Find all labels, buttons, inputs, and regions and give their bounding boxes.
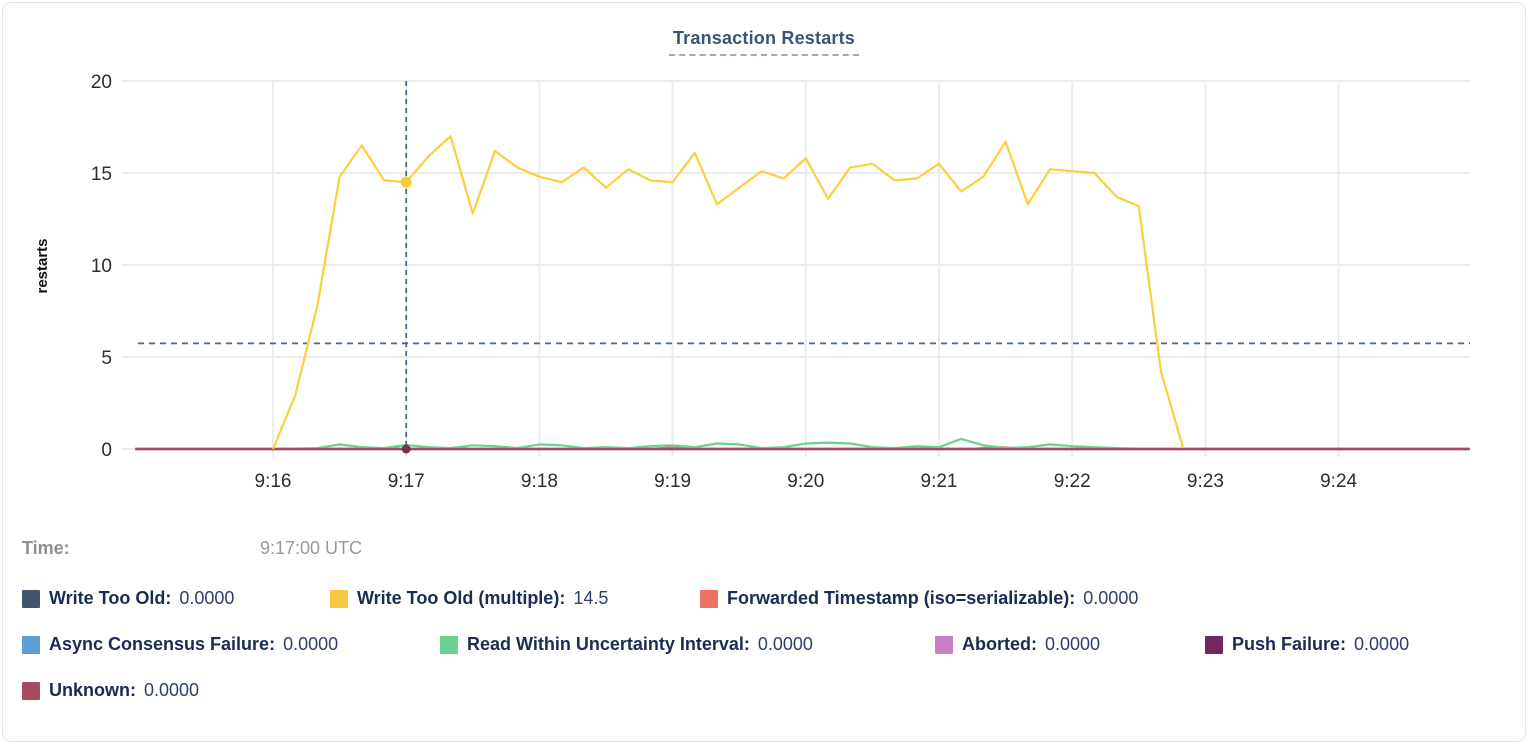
legend-value: 14.5 [573,588,609,608]
transaction-restarts-chart[interactable]: 0 5 10 15 20 9:16 9:17 9:18 9:19 9:20 9:21 9:22 9:23… [0,0,1528,520]
chart-title[interactable]: Transaction Restarts [668,28,860,56]
legend-row: Write Too Old: 0.0000 Write Too Old (mul… [22,588,1518,609]
legend-row: Unknown: 0.0000 [22,680,1518,701]
legend-value: 0.0000 [144,680,200,700]
legend-item-push-failure[interactable]: Push Failure: 0.0000 [1205,634,1409,655]
legend-label: Write Too Old: [49,588,172,608]
y-tick-label: 10 [91,256,112,277]
x-tick-label: 9:23 [1187,471,1224,492]
legend-label: Unknown: [49,680,136,700]
legend-row: Async Consensus Failure: 0.0000 Read Wit… [22,634,1518,655]
y-axis-label: restarts [34,238,51,293]
legend-value: 0.0000 [1045,634,1101,654]
legend-value: 0.0000 [179,588,235,608]
x-tick-label: 9:20 [787,471,824,492]
legend-swatch-write-too-old [22,589,40,608]
y-tick-label: 15 [91,164,112,185]
hover-time-label: Time: [22,538,70,558]
x-tick-label: 9:19 [654,471,691,492]
legend-label: Async Consensus Failure: [49,634,276,654]
x-tick-label: 9:18 [521,471,558,492]
chart-title-wrap: Transaction Restarts [0,28,1528,56]
legend-item-async-consensus-failure[interactable]: Async Consensus Failure: 0.0000 [22,634,440,655]
x-tick-label: 9:16 [255,471,292,492]
x-tick-label: 9:24 [1320,471,1357,492]
series-write_too_old_multiple [271,135,1185,450]
hover-time-row: Time: 9:17:00 UTC [0,538,1528,562]
legend-swatch-write-too-old-multiple [330,589,348,608]
legend-label: Read Within Uncertainty Interval: [467,634,750,654]
x-tick-label: 9:22 [1054,471,1091,492]
chart-legend: Write Too Old: 0.0000 Write Too Old (mul… [22,588,1518,726]
legend-swatch-aborted [935,635,953,654]
legend-swatch-async-consensus-failure [22,635,40,654]
legend-item-write-too-old-multiple[interactable]: Write Too Old (multiple): 14.5 [330,588,700,609]
legend-value: 0.0000 [757,634,813,654]
y-tick-label: 5 [101,348,112,369]
legend-item-read-within-uncertainty[interactable]: Read Within Uncertainty Interval: 0.0000 [440,634,935,655]
y-tick-label: 20 [91,72,112,93]
legend-swatch-push-failure [1205,635,1223,654]
legend-item-forwarded-timestamp[interactable]: Forwarded Timestamp (iso=serializable): … [700,588,1138,609]
legend-label: Aborted: [962,634,1037,654]
crosshair-dot-write_too_old_multiple [400,176,412,188]
y-tick-label: 0 [101,440,112,461]
legend-label: Write Too Old (multiple): [357,588,566,608]
legend-item-unknown[interactable]: Unknown: 0.0000 [22,680,199,701]
legend-item-write-too-old[interactable]: Write Too Old: 0.0000 [22,588,330,609]
legend-value: 0.0000 [1083,588,1139,608]
legend-swatch-read-within-uncertainty [440,635,458,654]
legend-swatch-unknown [22,681,40,700]
x-tick-label: 9:21 [921,471,958,492]
legend-value: 0.0000 [1354,634,1410,654]
hover-time-value: 9:17:00 UTC [260,538,363,558]
legend-label: Forwarded Timestamp (iso=serializable): [727,588,1076,608]
legend-value: 0.0000 [283,634,339,654]
legend-swatch-forwarded-timestamp [700,589,718,608]
x-tick-label: 9:17 [388,471,425,492]
series-read_within_uncertainty [295,437,1184,450]
legend-label: Push Failure: [1232,634,1347,654]
legend-item-aborted[interactable]: Aborted: 0.0000 [935,634,1205,655]
crosshair-dot-unknown [401,444,411,454]
